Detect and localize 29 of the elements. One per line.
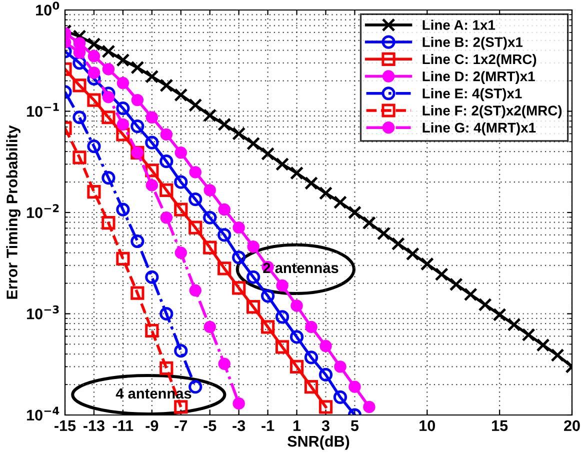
x-tick-label: 20: [564, 420, 580, 432]
x-tick-label: 5: [350, 420, 359, 432]
legend-label: Line G: 4(MRT)x1: [422, 122, 536, 136]
y-tick-label: 10$^{−2}$: [27, 204, 59, 218]
x-axis-title: SNR(dB): [288, 435, 350, 450]
legend-label: Line D: 2(MRT)x1: [422, 71, 535, 84]
x-tick-label: -13: [84, 420, 104, 432]
x-tick-label: -3: [232, 420, 246, 432]
legend-label: Line F: 2(ST)x2(MRC): [422, 105, 562, 118]
annotation: 2 antennas: [263, 262, 338, 274]
x-tick-label: -1: [262, 420, 274, 431]
y-tick-label: 10$^{0}$: [36, 2, 60, 16]
x-tick-label: -9: [146, 420, 158, 432]
x-tick-label: 1: [293, 420, 301, 431]
legend-label: Line E: 4(ST)x1: [422, 88, 522, 102]
legend-label: Line A: 1x1: [422, 20, 496, 30]
y-tick-label: 10$^{−4}$: [27, 406, 60, 421]
x-tick-label: -11: [112, 420, 134, 431]
x-tick-label: -5: [204, 420, 216, 432]
legend-label: Line C: 1x2(MRC): [422, 54, 536, 67]
y-tick-label: 10$^{−3}$: [27, 305, 59, 320]
x-tick-label: -15: [54, 420, 76, 432]
x-tick-label: 10: [420, 420, 436, 432]
y-axis-title: Error Timing Probability: [6, 125, 21, 299]
x-tick-label: -7: [174, 420, 188, 431]
x-tick-label: 15: [492, 420, 508, 432]
x-tick-label: 3: [322, 420, 330, 432]
legend-label: Line B: 2(ST)x1: [422, 36, 523, 50]
y-tick-label: 10$^{−1}$: [27, 103, 59, 117]
